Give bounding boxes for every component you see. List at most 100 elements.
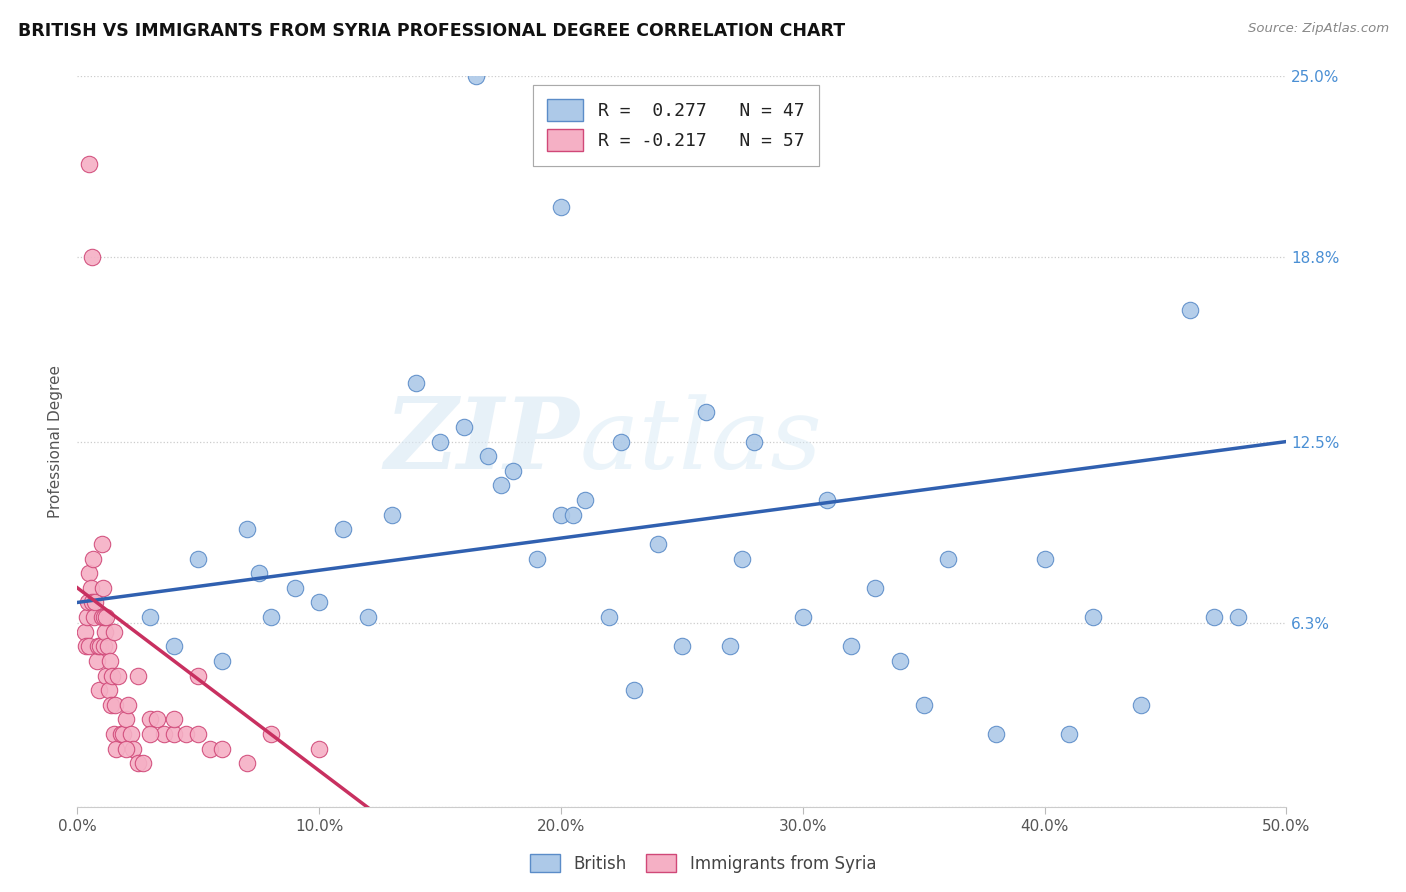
Point xyxy=(82,551,104,566)
Point xyxy=(107,668,129,682)
Point xyxy=(75,640,97,654)
Point xyxy=(453,420,475,434)
Point xyxy=(163,640,186,654)
Point xyxy=(80,595,103,609)
Point xyxy=(332,522,354,536)
Point xyxy=(103,727,125,741)
Point xyxy=(1057,727,1080,741)
Point xyxy=(76,610,98,624)
Point xyxy=(104,698,127,712)
Point xyxy=(381,508,404,522)
Point xyxy=(792,610,814,624)
Point xyxy=(731,551,754,566)
Point xyxy=(235,756,257,771)
Point xyxy=(187,551,209,566)
Point xyxy=(308,741,330,756)
Point xyxy=(139,713,162,727)
Point xyxy=(718,640,741,654)
Point xyxy=(89,640,111,654)
Point xyxy=(79,156,101,170)
Point xyxy=(114,713,136,727)
Point xyxy=(671,640,693,654)
Point xyxy=(839,640,862,654)
Point xyxy=(562,508,585,522)
Point xyxy=(77,595,100,609)
Point xyxy=(865,581,887,595)
Point xyxy=(163,713,186,727)
Point xyxy=(163,727,186,741)
Point xyxy=(97,683,120,698)
Point xyxy=(200,741,222,756)
Point xyxy=(489,478,512,492)
Point xyxy=(1227,610,1250,624)
Text: BRITISH VS IMMIGRANTS FROM SYRIA PROFESSIONAL DEGREE CORRELATION CHART: BRITISH VS IMMIGRANTS FROM SYRIA PROFESS… xyxy=(18,22,845,40)
Point xyxy=(695,405,717,419)
Point xyxy=(112,727,135,741)
Point xyxy=(87,683,110,698)
Legend: British, Immigrants from Syria: British, Immigrants from Syria xyxy=(523,847,883,880)
Point xyxy=(356,610,378,624)
Point xyxy=(912,698,935,712)
Point xyxy=(574,493,596,508)
Point xyxy=(96,640,118,654)
Text: ZIP: ZIP xyxy=(384,393,579,490)
Point xyxy=(1130,698,1153,712)
Point xyxy=(131,756,153,771)
Point xyxy=(405,376,427,390)
Point xyxy=(1081,610,1104,624)
Point xyxy=(235,522,257,536)
Point xyxy=(502,464,524,478)
Point xyxy=(284,581,307,595)
Point xyxy=(187,727,209,741)
Point xyxy=(308,595,330,609)
Point xyxy=(211,741,233,756)
Point xyxy=(550,201,572,215)
Point xyxy=(1202,610,1225,624)
Point xyxy=(211,654,233,668)
Point xyxy=(260,727,283,741)
Point xyxy=(79,581,101,595)
Point xyxy=(87,640,110,654)
Point xyxy=(96,610,118,624)
Point xyxy=(174,727,197,741)
Point xyxy=(889,654,911,668)
Point xyxy=(73,624,96,639)
Point xyxy=(139,610,162,624)
Point xyxy=(247,566,270,581)
Point xyxy=(744,434,766,449)
Point xyxy=(93,610,115,624)
Point xyxy=(103,624,125,639)
Point xyxy=(94,624,117,639)
Point xyxy=(90,537,112,551)
Legend: R =  0.277   N = 47, R = -0.217   N = 57: R = 0.277 N = 47, R = -0.217 N = 57 xyxy=(533,85,818,166)
Point xyxy=(86,654,108,668)
Point xyxy=(139,727,162,741)
Point xyxy=(465,69,488,83)
Point xyxy=(623,683,645,698)
Point xyxy=(105,741,128,756)
Point xyxy=(110,727,132,741)
Point xyxy=(96,668,118,682)
Point xyxy=(80,250,103,264)
Point xyxy=(1178,302,1201,317)
Point xyxy=(93,640,115,654)
Point xyxy=(91,581,114,595)
Point xyxy=(127,756,149,771)
Point xyxy=(114,741,136,756)
Point xyxy=(260,610,283,624)
Point xyxy=(101,668,124,682)
Point xyxy=(610,434,633,449)
Point xyxy=(117,698,139,712)
Point xyxy=(120,727,142,741)
Text: Source: ZipAtlas.com: Source: ZipAtlas.com xyxy=(1249,22,1389,36)
Point xyxy=(100,698,122,712)
Point xyxy=(146,713,169,727)
Point xyxy=(647,537,669,551)
Y-axis label: Professional Degree: Professional Degree xyxy=(48,365,63,518)
Point xyxy=(815,493,838,508)
Point xyxy=(83,610,105,624)
Point xyxy=(477,449,499,463)
Point xyxy=(153,727,176,741)
Point xyxy=(598,610,620,624)
Point xyxy=(98,654,121,668)
